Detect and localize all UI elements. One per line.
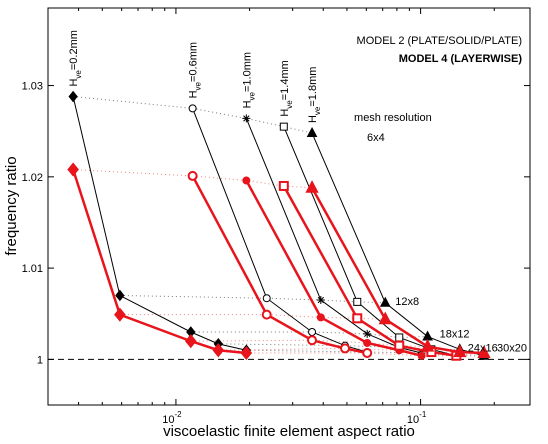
thickness-label-main: H: [68, 79, 80, 87]
mesh-label: 24x16: [468, 342, 498, 354]
mesh-label: 6x4: [367, 132, 385, 144]
marker: [184, 334, 197, 349]
marker: [278, 180, 289, 191]
marker: [115, 289, 125, 302]
thickness-label-rest: =1.4mm: [279, 60, 291, 100]
marker: [420, 338, 435, 352]
marker: [378, 311, 392, 325]
thickness-label-rest: =1.8mm: [307, 67, 319, 107]
thickness-label: Hve=0.6mm: [188, 42, 203, 98]
marker: [308, 327, 317, 336]
marker: [379, 296, 391, 307]
y-axis-label: frequency ratio: [3, 156, 20, 255]
marker: [363, 329, 372, 338]
marker: [261, 309, 272, 320]
x-tick-label: 10-1: [407, 410, 427, 426]
thickness-label: Hve=1.4mm: [279, 60, 294, 116]
marker: [114, 307, 126, 322]
marker: [279, 122, 288, 131]
thickness-label-main: H: [188, 90, 200, 98]
marker: [362, 347, 373, 358]
mesh-label: 30x20: [497, 343, 527, 355]
marker: [212, 343, 225, 358]
thickness-label-sub: ve: [313, 106, 322, 115]
thickness-label: Hve=1.8mm: [307, 67, 322, 123]
plot-frame: [47, 7, 531, 406]
mesh-label: 18x12: [440, 329, 470, 341]
marker: [188, 104, 197, 113]
legend-entry: MODEL 2 (PLATE/SOLID/PLATE): [357, 35, 522, 47]
thickness-label-sub: ve: [74, 70, 83, 79]
x-tick-exponent: -1: [419, 410, 427, 419]
marker: [394, 340, 405, 351]
thickness-label: Hve=0.2mm: [68, 30, 83, 86]
marker: [477, 345, 491, 358]
thickness-label-main: H: [241, 100, 253, 108]
thickness-label-sub: ve: [247, 91, 256, 100]
mesh-connector: [73, 96, 313, 134]
y-tick-label: 1.01: [22, 263, 43, 275]
marker: [68, 90, 78, 103]
marker: [262, 294, 271, 303]
marker: [67, 162, 79, 177]
legend-entry: MODEL 4 (LAYERWISE): [399, 53, 523, 65]
x-tick-base: 10: [162, 414, 174, 426]
thickness-label-rest: =0.2mm: [68, 30, 80, 70]
marker: [305, 180, 319, 193]
marker: [352, 313, 363, 324]
marker: [242, 114, 251, 123]
x-axis-label: viscoelastic finite element aspect ratio: [163, 423, 415, 440]
marker: [453, 344, 467, 358]
thickness-label-main: H: [307, 115, 319, 123]
marker: [340, 343, 351, 354]
thickness-label-main: H: [279, 109, 291, 117]
thickness-label-rest: =0.6mm: [188, 42, 200, 82]
mesh-label: 12x8: [395, 296, 419, 308]
marker: [316, 313, 325, 322]
marker: [187, 170, 198, 181]
marker: [353, 297, 362, 306]
marker: [242, 176, 251, 185]
marker: [316, 296, 325, 305]
marker: [363, 338, 372, 347]
marker: [306, 126, 318, 138]
marker: [307, 335, 318, 346]
mesh-title: mesh resolution: [354, 112, 432, 124]
x-tick-label: 10-2: [162, 410, 182, 426]
mesh-connector: [246, 352, 485, 357]
thickness-label-sub: ve: [285, 100, 294, 109]
y-tick-label: 1.02: [22, 172, 43, 184]
x-tick-base: 10: [407, 414, 419, 426]
thickness-label: Hve=1.0mm: [241, 52, 256, 108]
marker: [240, 345, 253, 361]
marker: [417, 351, 426, 360]
marker: [395, 333, 404, 342]
mesh-connector: [73, 169, 313, 189]
x-tick-exponent: -2: [174, 410, 182, 419]
y-tick-label: 1: [37, 354, 43, 366]
thickness-label-rest: =1.0mm: [241, 52, 253, 92]
y-tick-label: 1.03: [22, 81, 43, 93]
mesh-connector: [246, 349, 484, 357]
thickness-label-sub: ve: [194, 81, 203, 90]
